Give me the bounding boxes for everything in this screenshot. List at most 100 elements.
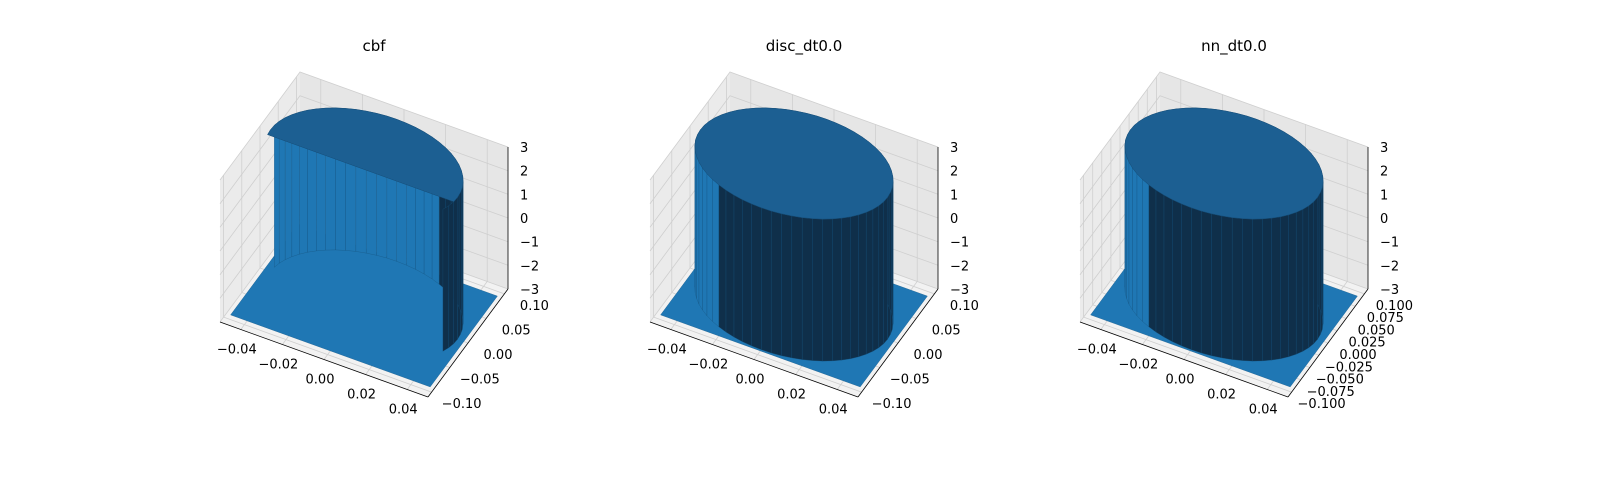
surface-wall-strip: [1155, 189, 1165, 338]
surface-wall-strip: [883, 196, 888, 345]
subplot-disc: disc_dt0.0 −0.04−0.020.000.020.04 −0.10−0…: [647, 37, 979, 418]
surface-wall-strip: [1128, 161, 1133, 311]
x-tick-label: 0.00: [1166, 373, 1195, 388]
surface-wall-strip: [1191, 207, 1202, 354]
surface-wall-strip: [274, 120, 280, 268]
surface-wall-strip: [1201, 210, 1212, 356]
x-tick-label: 0.04: [1249, 403, 1278, 418]
x-axis-line: [649, 321, 859, 398]
y-tick-label: −0.050: [1316, 373, 1364, 388]
surface-wall-strip: [1308, 201, 1314, 349]
z-tick-label: 1: [950, 188, 958, 203]
surface-wall-strip: [702, 167, 708, 317]
y-tick-label: 0.05: [932, 324, 961, 339]
surface-wall-strip: [866, 209, 874, 355]
z-tick-label: 2: [950, 165, 958, 180]
surface-wall-strip: [761, 207, 772, 354]
y-tick-label: 0.050: [1358, 324, 1395, 339]
x-tick-label: −0.04: [217, 343, 257, 358]
surface-wall-strip: [812, 218, 823, 362]
surface-wall-strip: [878, 201, 884, 349]
x-tick-label: −0.04: [647, 343, 687, 358]
grid-line-z: [219, 71, 509, 181]
surface-wall-strip: [725, 189, 735, 338]
surface-wall-strip: [1280, 214, 1289, 359]
z-tick-label: −1: [520, 236, 539, 251]
surface-wall-strip: [891, 170, 893, 319]
y-tick-label: −0.025: [1325, 360, 1373, 375]
surface-wall-strip: [1142, 179, 1150, 328]
z-tick-label: −3: [1380, 283, 1399, 298]
surface-wall-strip: [751, 203, 762, 350]
axes-3d: −0.04−0.02 0.00 0.02 0.04 −0.10 −0.05 0.00 0.05…: [217, 71, 549, 418]
subplot-title: nn_dt0.0: [1201, 37, 1267, 56]
surface-wall-strip: [858, 212, 867, 358]
grid-line-z: [1079, 71, 1369, 181]
surface-wall-strip: [1125, 150, 1127, 299]
surface-wall-strip: [771, 210, 782, 356]
surface-wall-strip: [698, 161, 703, 311]
surface-wall-strip: [1252, 218, 1263, 362]
surface-wall-strip: [695, 150, 697, 299]
x-tick-label: 0.02: [777, 388, 806, 403]
x-tick-label: 0.00: [736, 373, 765, 388]
surface-top: [267, 107, 464, 202]
x-tick-label: −0.02: [1118, 358, 1158, 373]
x-axis-line: [219, 321, 429, 398]
x-tick-label: 0.02: [347, 388, 376, 403]
z-tick-label: 3: [950, 141, 958, 156]
surface-wall-strip: [1313, 196, 1318, 345]
subplot-cbf: cbf −0.04−0.02 0.00 0.02 0.04 −0.10 −0.05 0.00…: [217, 37, 549, 418]
x-tick-label: −0.04: [1077, 343, 1117, 358]
x-tick-label: −0.02: [688, 358, 728, 373]
surface-wall-strip: [1148, 184, 1157, 333]
z-tick-label: −3: [950, 283, 969, 298]
surface-wall-strip: [448, 201, 454, 349]
surface-wall-strip: [850, 214, 859, 359]
surface-wall-strip: [1296, 209, 1304, 355]
surface-wall-strip: [696, 156, 700, 305]
surface-wall-strip: [442, 205, 449, 352]
surface-wall-strip: [1242, 218, 1253, 362]
surface-wall-strip: [742, 199, 752, 347]
grid-line-z: [649, 71, 939, 181]
surface-wall-strip: [1132, 167, 1138, 317]
y-tick-label: −0.05: [890, 373, 930, 388]
z-tick-label: −3: [520, 283, 539, 298]
x-tick-label: 0.04: [389, 403, 418, 418]
z-tick-label: 0: [520, 212, 528, 227]
z-tick-label: 3: [1380, 141, 1388, 156]
surface-wall-strip: [1136, 173, 1143, 322]
x-tick-label: 0.04: [819, 403, 848, 418]
surface-wall-strip: [461, 170, 463, 319]
surface-wall-strip: [1221, 215, 1233, 360]
z-tick-label: −1: [1380, 236, 1399, 251]
y-tick-label: 0.00: [484, 348, 513, 363]
surface-wall-strip: [1302, 205, 1309, 352]
surface-wall-strip: [802, 217, 813, 361]
surface-wall-strip: [1181, 203, 1192, 350]
y-tick-label: 0.10: [520, 299, 549, 314]
surface-wall-strip: [791, 215, 803, 360]
x-axis-line: [1079, 321, 1289, 398]
surface-wall-strip: [1262, 217, 1272, 362]
z-tick-label: −1: [950, 236, 969, 251]
axes-3d: −0.04−0.02 0.00 0.02 0.04 −0.10 −0.05 0.00 0.05…: [647, 71, 979, 418]
y-tick-label: 0.05: [502, 324, 531, 339]
subplot-title: cbf: [362, 37, 386, 55]
surface-wall-strip: [1211, 213, 1222, 359]
surface-wall-strip: [1271, 216, 1281, 361]
y-tick-label: −0.05: [460, 373, 500, 388]
surface-wall-strip: [1163, 194, 1173, 342]
y-tick-label: 0.10: [950, 299, 979, 314]
y-tick-label: −0.10: [442, 397, 482, 412]
subplot-nn: nn_dt0.0 −0.04−0.020.000.020.04 −0.100−0.…: [1077, 37, 1413, 418]
x-tick-label: 0.00: [306, 373, 335, 388]
z-tick-label: 2: [1380, 165, 1388, 180]
surface-wall-strip: [1172, 199, 1182, 347]
z-tick-label: 2: [520, 165, 528, 180]
surface-wall-strip: [718, 184, 727, 333]
surface-wall-strip: [733, 194, 743, 342]
z-tick-label: 3: [520, 141, 528, 156]
surface-wall-strip: [1321, 170, 1323, 319]
